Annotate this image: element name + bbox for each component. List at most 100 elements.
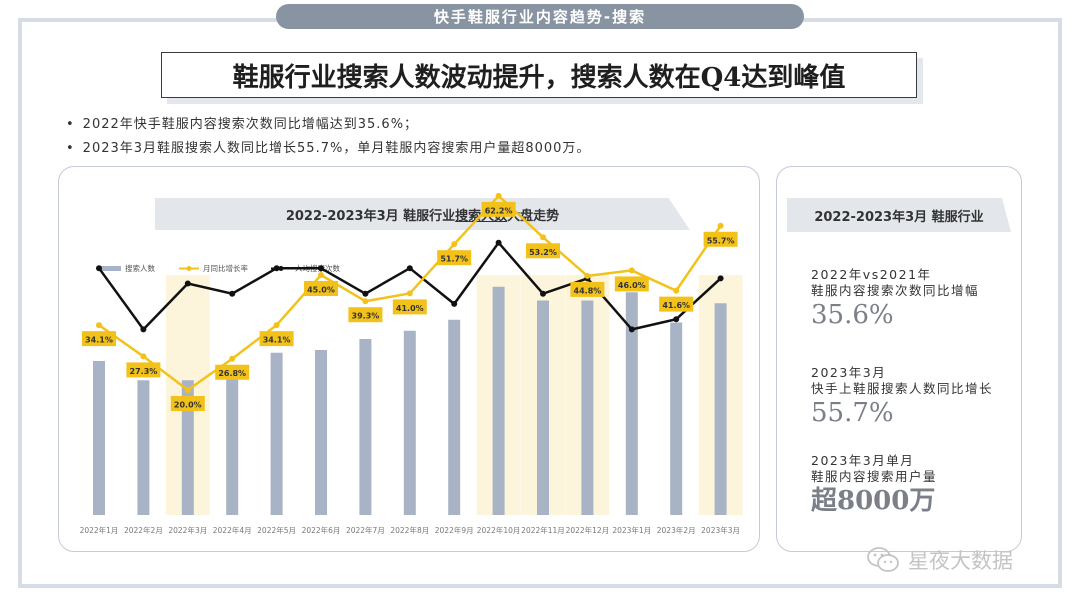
bar — [137, 380, 150, 515]
stat-block: 2022年vs2021年 鞋服内容搜索次数同比增幅 35.6% — [811, 267, 979, 330]
data-label: 62.2% — [485, 206, 513, 215]
growth-rate-point — [273, 322, 280, 329]
data-label: 53.2% — [529, 248, 557, 257]
avg-search-point — [184, 280, 191, 287]
section-tab: 快手鞋服行业内容趋势-搜索 — [276, 4, 804, 29]
bar — [270, 352, 283, 515]
stat-value: 35.6% — [811, 300, 894, 330]
growth-rate-point — [628, 267, 635, 274]
x-tick-label: 2023年1月 — [612, 525, 651, 535]
bar — [448, 319, 461, 515]
x-tick-label: 2022年9月 — [435, 525, 474, 535]
x-tick-label: 2023年2月 — [657, 525, 696, 535]
legend-label: 月同比增长率 — [203, 263, 248, 273]
avg-search-point — [717, 275, 724, 282]
bar — [714, 303, 727, 515]
data-label-bg — [437, 250, 472, 266]
avg-search-point — [273, 265, 280, 272]
bar — [492, 286, 505, 515]
chart-title: 2022-2023年3月 鞋服行业 搜索人数 大盘走势 — [155, 198, 690, 230]
legend-swatch-bar — [101, 266, 121, 271]
data-label: 20.0% — [174, 401, 202, 410]
avg-search-point — [229, 290, 236, 297]
growth-rate-point — [229, 355, 236, 362]
data-label-bg — [614, 276, 649, 292]
data-label: 45.0% — [307, 286, 335, 295]
data-label-bg — [126, 362, 161, 378]
growth-rate-point — [184, 387, 191, 393]
data-label-bg — [215, 364, 250, 380]
avg-search-point — [673, 316, 680, 323]
summary-panel: 2022-2023年3月 鞋服行业 2022年vs2021年 鞋服内容搜索次数同… — [776, 166, 1022, 552]
x-tick-label: 2022年7月 — [346, 525, 385, 535]
chart-title-pre: 2022-2023年3月 鞋服行业 — [285, 208, 456, 224]
bullet-item: • 2023年3月鞋服搜索人数同比增长55.7%，单月鞋服内容搜索用户量超8000… — [66, 141, 591, 156]
data-label-bg — [481, 201, 516, 217]
avg-search-point — [540, 290, 546, 297]
summary-title: 2022-2023年3月 鞋服行业 — [787, 198, 1011, 232]
data-label: 55.7% — [707, 236, 735, 245]
page-title: 鞋服行业搜索人数波动提升，搜索人数在Q4达到峰值 — [161, 52, 917, 98]
x-tick-label: 2022年8月 — [390, 525, 429, 535]
data-label: 34.1% — [85, 336, 113, 345]
bar — [226, 372, 239, 515]
x-tick-label: 2022年1月 — [80, 525, 119, 535]
stat-label-line2: 鞋服内容搜索用户量 — [811, 469, 938, 484]
stat-value: 55.7% — [811, 398, 894, 428]
wechat-icon — [867, 547, 899, 572]
data-label: 41.0% — [396, 304, 424, 313]
x-tick-label: 2022年6月 — [302, 525, 341, 535]
data-label-bg — [82, 331, 116, 347]
legend-label: 搜索人数 — [125, 263, 155, 273]
avg-search-point — [451, 300, 458, 307]
growth-rate-point — [362, 298, 369, 305]
data-label-bg — [526, 243, 560, 259]
stat-label-line1: 2022年vs2021年 — [811, 267, 932, 282]
data-label: 41.6% — [662, 301, 690, 310]
data-label-bg — [570, 281, 605, 297]
bullet-list: • 2022年快手鞋服内容搜索次数同比增幅达到35.6%； • 2023年3月鞋服搜… — [66, 113, 590, 161]
chart-panel: 2022-2023年3月 鞋服行业 搜索人数 大盘走势 搜索人数 月同比增长率 人均搜索… — [58, 166, 760, 552]
growth-rate-point — [673, 287, 680, 294]
avg-search-point — [628, 326, 635, 333]
avg-search-point — [318, 265, 324, 272]
avg-search-point — [140, 326, 147, 333]
growth-rate-point — [495, 192, 502, 199]
avg-search-point — [96, 265, 102, 272]
legend-marker — [186, 266, 192, 271]
data-label: 44.8% — [574, 286, 602, 295]
growth-rate-point — [717, 222, 724, 229]
data-label-bg — [170, 396, 205, 411]
avg-search-point — [495, 239, 502, 246]
bullet-text: 2022年快手鞋服内容搜索次数同比增幅达到35.6%； — [82, 117, 419, 132]
bar — [403, 330, 416, 515]
x-tick-label: 2023年3月 — [701, 525, 740, 535]
data-label-bg — [392, 299, 427, 315]
bullet-item: • 2022年快手鞋服内容搜索次数同比增幅达到35.6%； — [66, 117, 419, 132]
data-label: 34.1% — [263, 336, 291, 345]
stat-label-line2: 快手上鞋服搜索人数同比增长 — [811, 381, 994, 396]
data-label: 39.3% — [352, 312, 380, 321]
data-label: 27.3% — [130, 367, 158, 376]
growth-rate-point — [406, 290, 413, 297]
bar — [581, 300, 594, 515]
x-tick-label: 2022年4月 — [213, 525, 252, 535]
bar — [181, 380, 194, 515]
stat-block: 2023年3月单月 鞋服内容搜索用户量 超8000万 — [811, 453, 937, 516]
bar — [359, 339, 372, 515]
stat-label-line1: 2023年3月 — [811, 365, 887, 380]
bar — [315, 350, 327, 515]
x-tick-label: 2022年12月 — [566, 525, 610, 535]
stat-block: 2023年3月 快手上鞋服搜索人数同比增长 55.7% — [811, 365, 993, 428]
growth-rate-point — [451, 241, 458, 248]
data-label-bg — [348, 307, 383, 323]
watermark-text: 星夜大数据 — [908, 549, 1013, 573]
bar — [625, 292, 638, 515]
growth-rate-point — [584, 272, 591, 279]
stat-label-line2: 鞋服内容搜索次数同比增幅 — [811, 283, 980, 298]
x-tick-label: 2022年5月 — [257, 525, 296, 535]
bullet-text: 2023年3月鞋服搜索人数同比增长55.7%，单月鞋服内容搜索用户量超8000万… — [82, 141, 591, 156]
x-tick-label: 2022年2月 — [124, 525, 163, 535]
growth-rate-point — [318, 272, 324, 278]
trend-chart: 搜索人数 月同比增长率 人均搜索次数 34.1%27.3%20.0%26.8%34.… — [80, 192, 743, 535]
